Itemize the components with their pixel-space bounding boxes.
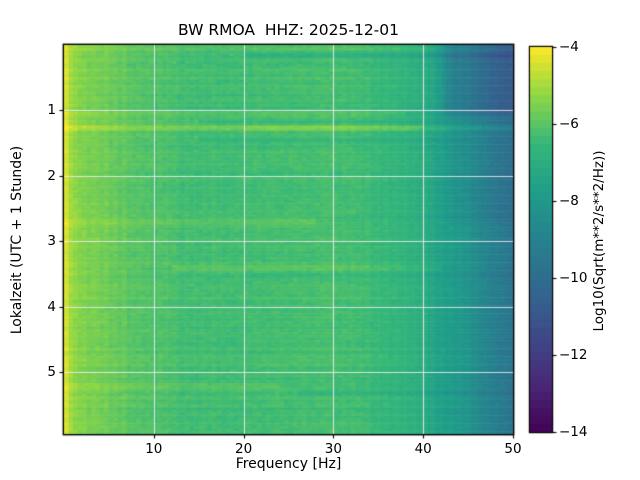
spectrogram-heatmap-canvas: [0, 0, 640, 480]
spectrogram-figure: BW RMOA HHZ: 2025-12-01 Frequency [Hz] L…: [0, 0, 640, 480]
